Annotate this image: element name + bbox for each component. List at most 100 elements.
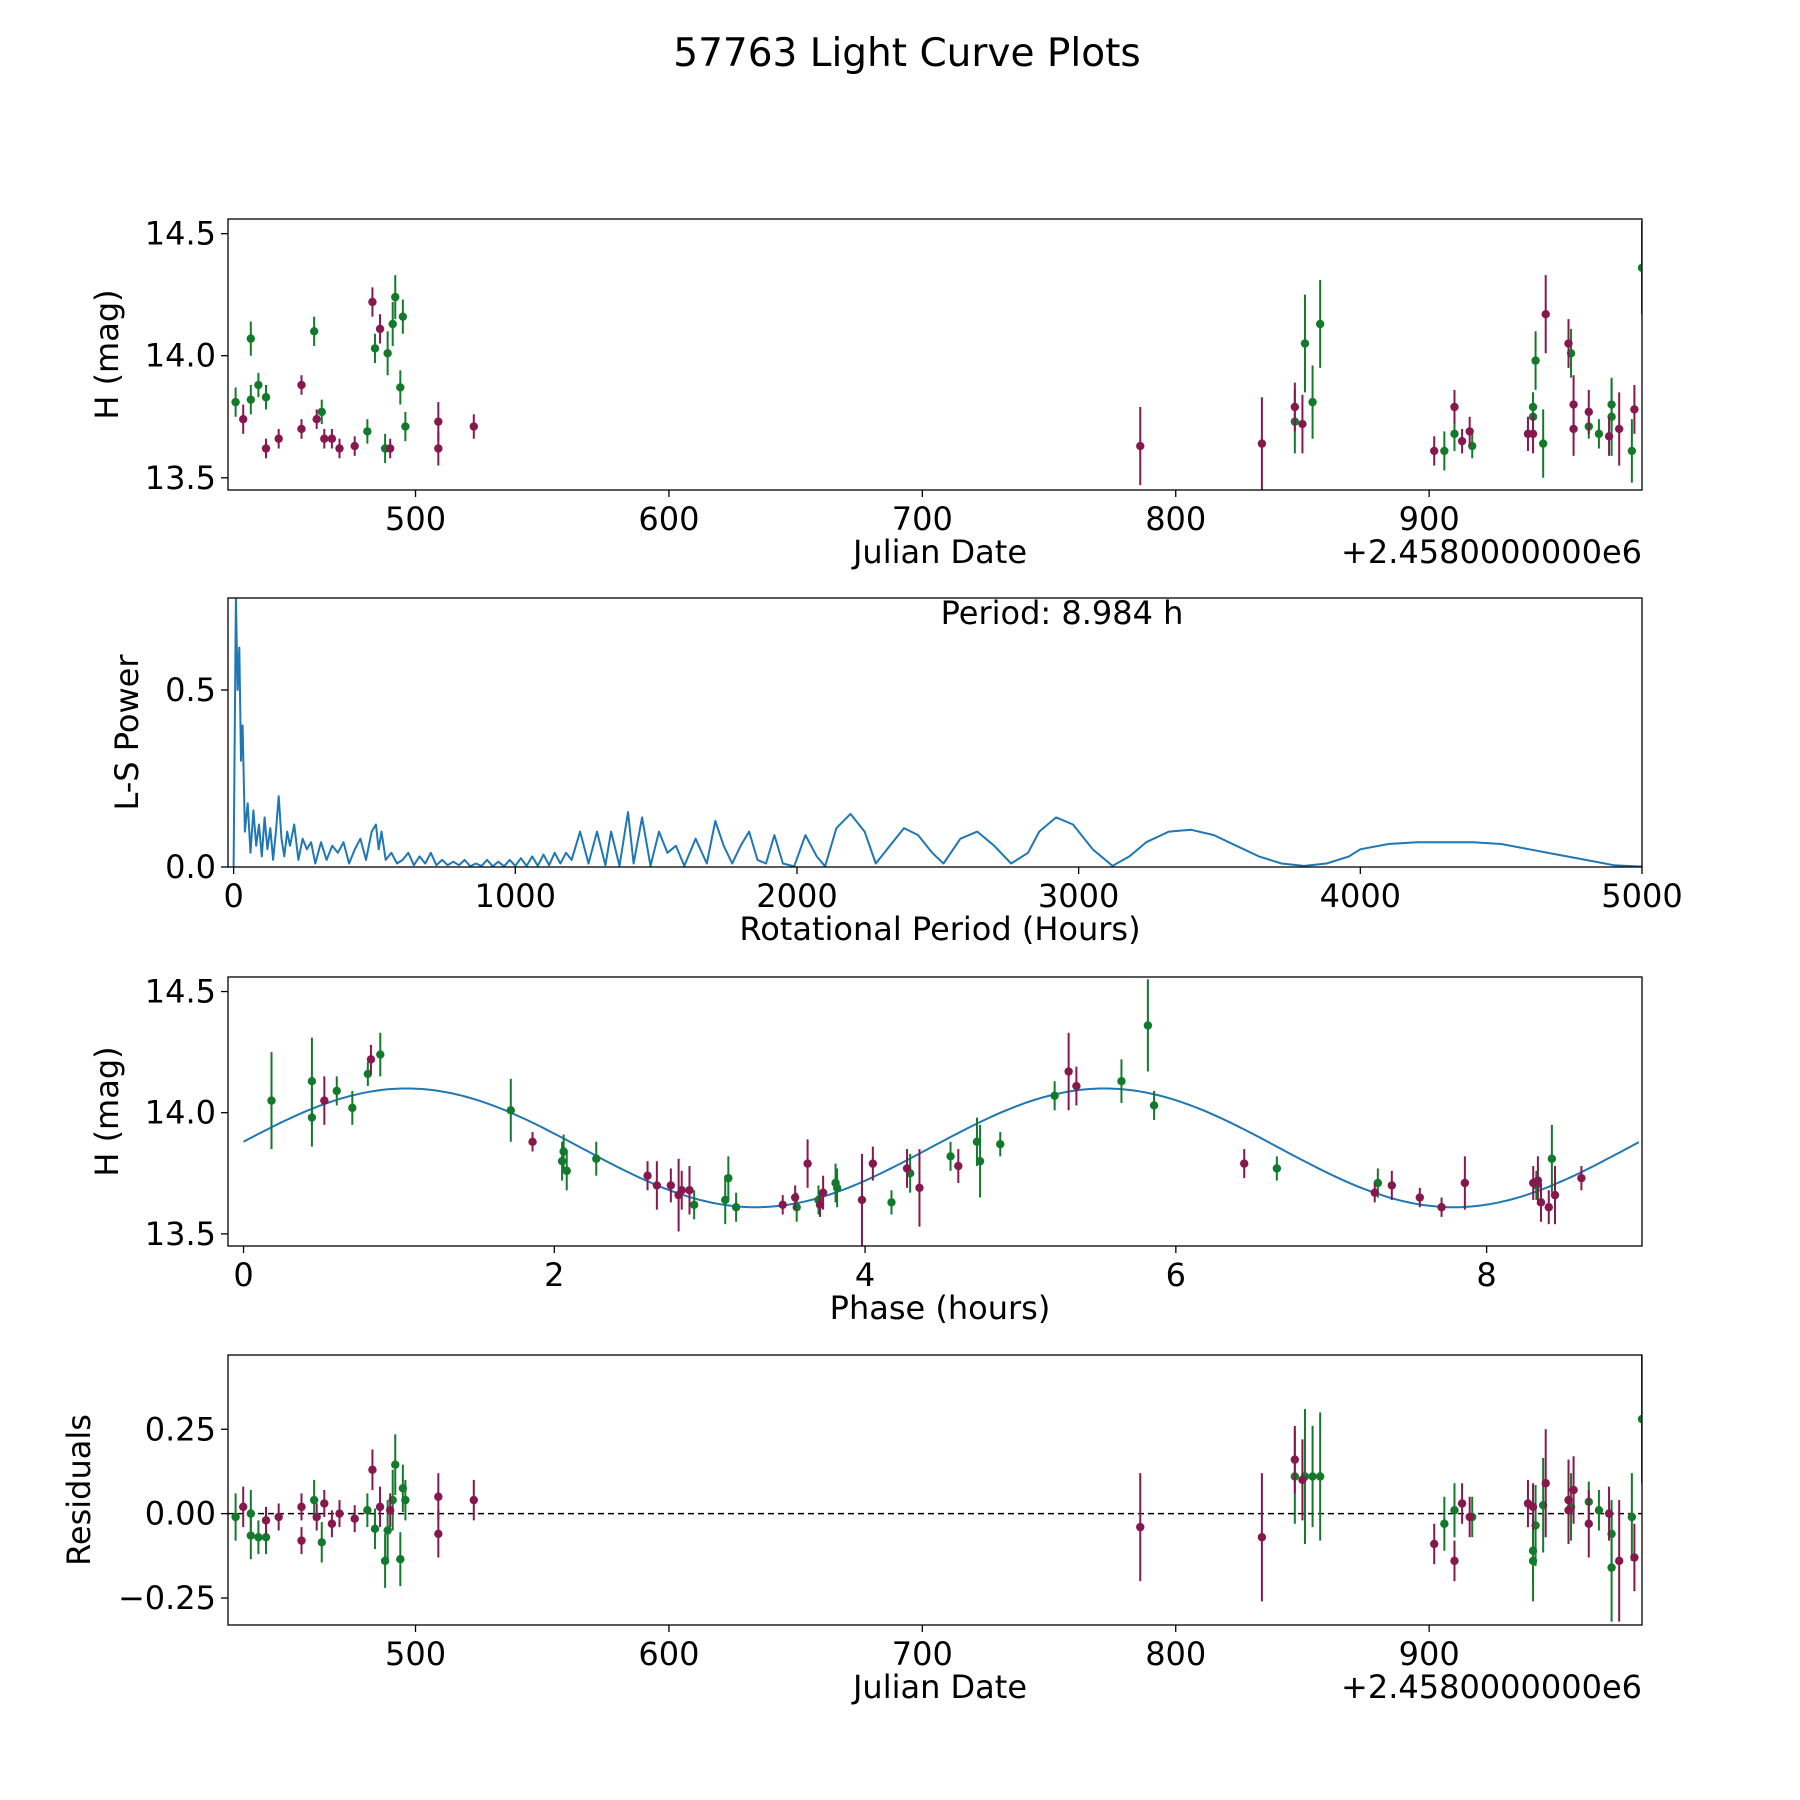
green-data-point: [887, 1198, 896, 1207]
green-data-point: [562, 1166, 571, 1176]
green-data-point: [689, 1200, 699, 1210]
purple-data-point: [643, 1171, 652, 1180]
figure-title: 57763 Light Curve Plots: [673, 31, 1140, 76]
green-data-point: [267, 1096, 276, 1105]
x-tick-label: 600: [638, 500, 699, 538]
green-data-point: [1117, 1077, 1126, 1086]
purple-data-point: [902, 1164, 912, 1173]
green-data-point: [317, 1538, 326, 1547]
chart-lightcurve: 500 600 700 800 900 13.5 14.0 14.5 Julian Date H …: [88, 215, 1643, 571]
green-data-point: [383, 349, 392, 358]
purple-data-point: [469, 422, 479, 431]
purple-data-point: [1240, 1159, 1249, 1168]
green-data-point: [246, 1509, 256, 1518]
purple-data-point: [857, 1195, 867, 1205]
green-data-point: [1149, 1101, 1159, 1110]
green-data-point: [1308, 397, 1317, 407]
x-tick-label: 800: [1145, 500, 1206, 538]
purple-data-point: [1072, 1081, 1081, 1091]
purple-data-point: [1630, 405, 1639, 414]
x-tick-label: 500: [385, 1635, 446, 1673]
purple-data-point: [274, 1512, 283, 1522]
residuals-axes-frame: [227, 1354, 1643, 1626]
x-tick-label: 2: [544, 1256, 564, 1294]
green-data-point: [383, 1526, 392, 1535]
purple-data-point: [239, 414, 248, 424]
purple-data-point: [1569, 424, 1578, 434]
purple-data-point: [274, 434, 283, 443]
purple-data-point: [1136, 441, 1145, 451]
purple-data-point: [1550, 1190, 1560, 1200]
x-tick-label: 600: [638, 1635, 699, 1673]
x-tick-label: 2000: [756, 877, 837, 915]
purple-data-point: [677, 1186, 686, 1195]
purple-data-point: [778, 1200, 787, 1210]
x-tick-label: 900: [1399, 500, 1460, 538]
x-tick-label: 0: [233, 1256, 253, 1294]
x-axis-label: Rotational Period (Hours): [739, 910, 1140, 948]
purple-data-point: [385, 1506, 395, 1515]
purple-data-point: [1457, 1499, 1467, 1508]
purple-data-point: [1290, 402, 1300, 412]
x-tick-label: 700: [892, 500, 953, 538]
periodogram-axes-frame: [227, 597, 1643, 868]
purple-data-point: [1465, 1512, 1474, 1522]
purple-data-point: [1569, 1485, 1578, 1495]
purple-data-point: [335, 1509, 344, 1518]
purple-data-point: [327, 434, 337, 443]
purple-data-point: [261, 1516, 271, 1525]
purple-data-point: [1541, 1479, 1550, 1488]
purple-data-point: [297, 380, 306, 390]
purple-data-point: [1370, 1188, 1379, 1197]
green-data-point: [1538, 439, 1548, 448]
purple-data-point: [1290, 1455, 1300, 1464]
purple-data-point: [434, 417, 443, 426]
green-data-point: [391, 1460, 400, 1469]
purple-data-point: [434, 1529, 443, 1539]
purple-data-point: [1584, 1519, 1593, 1528]
green-data-point: [1547, 1154, 1557, 1163]
periodogram-plot-area: [232, 598, 1642, 867]
green-data-point: [398, 312, 408, 321]
green-data-point: [1627, 446, 1637, 456]
purple-data-point: [297, 424, 306, 434]
purple-data-point: [1430, 1539, 1439, 1549]
purple-data-point: [239, 1502, 248, 1512]
periodogram-line: [232, 598, 1642, 867]
x-axis-label: Phase (hours): [830, 1289, 1051, 1327]
purple-data-point: [366, 1055, 376, 1064]
purple-data-point: [666, 1181, 676, 1190]
green-data-point: [317, 407, 326, 417]
y-tick-label: 0.00: [145, 1495, 216, 1533]
y-axis-label: H (mag): [88, 1046, 126, 1176]
purple-data-point: [350, 441, 359, 451]
purple-data-point: [312, 414, 321, 424]
purple-data-point: [1298, 419, 1307, 429]
y-axis-label: Residuals: [60, 1414, 98, 1566]
chart-residuals: 500 600 700 800 900 −0.25 0.00 0.25 Julian Date R…: [60, 1354, 1643, 1706]
purple-data-point: [528, 1137, 537, 1146]
green-data-point: [1528, 402, 1538, 412]
lightcurve-plot-area: [231, 221, 1642, 490]
x-tick-label: 800: [1145, 1635, 1206, 1673]
green-data-point: [1627, 1512, 1637, 1522]
green-data-point: [506, 1106, 515, 1115]
green-data-point: [363, 427, 372, 436]
purple-data-point: [385, 444, 395, 453]
y-tick-label: 14.5: [145, 973, 216, 1011]
purple-data-point: [1533, 1176, 1543, 1185]
y-tick-label: 0.0: [165, 848, 216, 886]
period-annotation: Period: 8.984 h: [941, 594, 1184, 632]
purple-data-point: [375, 324, 385, 334]
y-axis-label: L-S Power: [108, 654, 146, 811]
purple-data-point: [434, 1492, 443, 1501]
y-tick-label: 0.5: [165, 671, 216, 709]
green-data-point: [721, 1195, 730, 1205]
green-data-point: [1450, 1506, 1459, 1515]
x-tick-label: 4000: [1320, 877, 1401, 915]
purple-data-point: [312, 1512, 321, 1522]
green-data-point: [1440, 1519, 1449, 1528]
purple-data-point: [261, 444, 271, 453]
x-tick-label: 900: [1399, 1635, 1460, 1673]
purple-data-point: [368, 1465, 377, 1474]
